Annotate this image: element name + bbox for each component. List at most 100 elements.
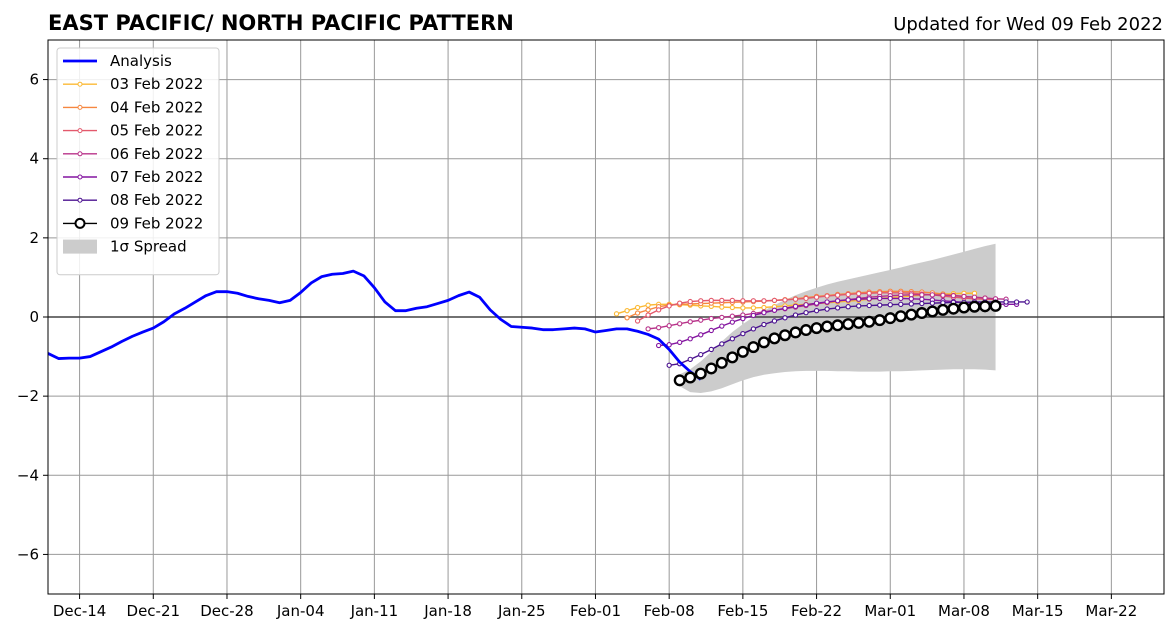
y-tick-label: 4 [29,150,39,168]
series-point [782,315,788,321]
series-point [761,304,767,311]
latest-point [778,329,791,342]
y-tick-label: −4 [17,466,39,484]
series-point [698,298,704,304]
y-tick-label: 0 [29,308,39,326]
series-point [919,292,925,298]
legend-marker [77,81,83,87]
x-tick-label: Mar-08 [938,602,990,620]
series-point [750,305,757,311]
series-point [719,297,725,304]
series-point [834,305,841,311]
latest-point [705,362,718,375]
series-point [750,298,757,304]
legend-label: 07 Feb 2022 [110,168,203,186]
series-point [824,293,830,299]
series-point [740,315,746,322]
latest-point [894,310,907,323]
series-point [698,351,704,358]
series-point [645,302,651,308]
latest-point [726,351,739,364]
series-point [971,294,978,300]
legend-label: 1σ Spread [110,238,187,256]
series-point [655,342,662,349]
y-tick-label: −6 [17,545,39,563]
series-point [813,308,820,314]
legend-swatch-spread [63,239,97,254]
legend-marker [77,197,83,203]
series-point [698,332,704,338]
series-point [856,291,862,297]
series-point [887,302,893,308]
series-point [719,314,725,321]
x-tick-label: Dec-28 [200,602,254,620]
legend-label: 09 Feb 2022 [110,214,203,232]
spread-band [679,243,996,393]
series-point [908,296,914,302]
series-point [655,325,662,331]
series-point [719,323,725,329]
latest-point [926,305,939,318]
series-point [624,315,630,321]
series-point [813,294,820,300]
legend-label: 03 Feb 2022 [110,75,203,93]
latest-point [747,341,760,354]
series-point [740,330,746,337]
latest-point [684,371,697,384]
latest-point [873,314,886,327]
series-point [782,305,788,311]
x-tick-label: Jan-25 [497,602,546,620]
latest-point [989,299,1002,312]
y-tick-label: −2 [17,387,39,405]
series-point [634,304,641,311]
x-tick-label: Feb-01 [570,602,621,620]
series-point [1003,299,1009,305]
series-point [666,303,672,309]
legend-box [56,47,220,276]
series-point [834,292,841,298]
legend-marker [77,104,83,110]
series-point [677,300,683,306]
series-point [950,292,957,299]
series-point [771,297,778,304]
legend-label: 06 Feb 2022 [110,145,203,163]
series-point [771,307,778,313]
latest-point [947,302,960,315]
series-point [824,299,830,305]
series-point [792,296,799,302]
legend-label: 04 Feb 2022 [110,98,203,116]
series-point [824,306,830,312]
series-point [919,296,925,302]
latest-point [831,319,844,332]
series-point [687,336,693,342]
series-point [613,311,620,317]
series-point [729,304,735,311]
series-point [866,296,872,302]
series-point [898,295,904,302]
latest-point [694,367,707,380]
series-point [761,321,767,328]
series-point [803,309,809,316]
series-point [845,297,851,303]
series-point [655,307,662,313]
latest-point [821,320,834,333]
series-point [677,321,683,327]
series-point [666,323,672,329]
series-point [929,300,936,306]
chart-subtitle: Updated for Wed 09 Feb 2022 [893,14,1163,35]
series-point [645,326,651,332]
x-tick-label: Jan-11 [350,602,399,620]
series-point [792,312,799,318]
latest-point [957,301,970,314]
series-point [677,339,683,345]
series-point [1024,299,1030,305]
series-point [750,312,757,319]
series-point [961,293,967,300]
x-tick-label: Jan-18 [423,602,472,620]
x-tick-label: Jan-04 [276,602,325,620]
legend-marker [77,174,83,180]
latest-point [736,345,749,358]
legend: Analysis 03 Feb 2022 04 Feb 2022 05 Feb 202… [56,47,220,276]
series-point [645,312,651,318]
series-point [908,301,914,307]
